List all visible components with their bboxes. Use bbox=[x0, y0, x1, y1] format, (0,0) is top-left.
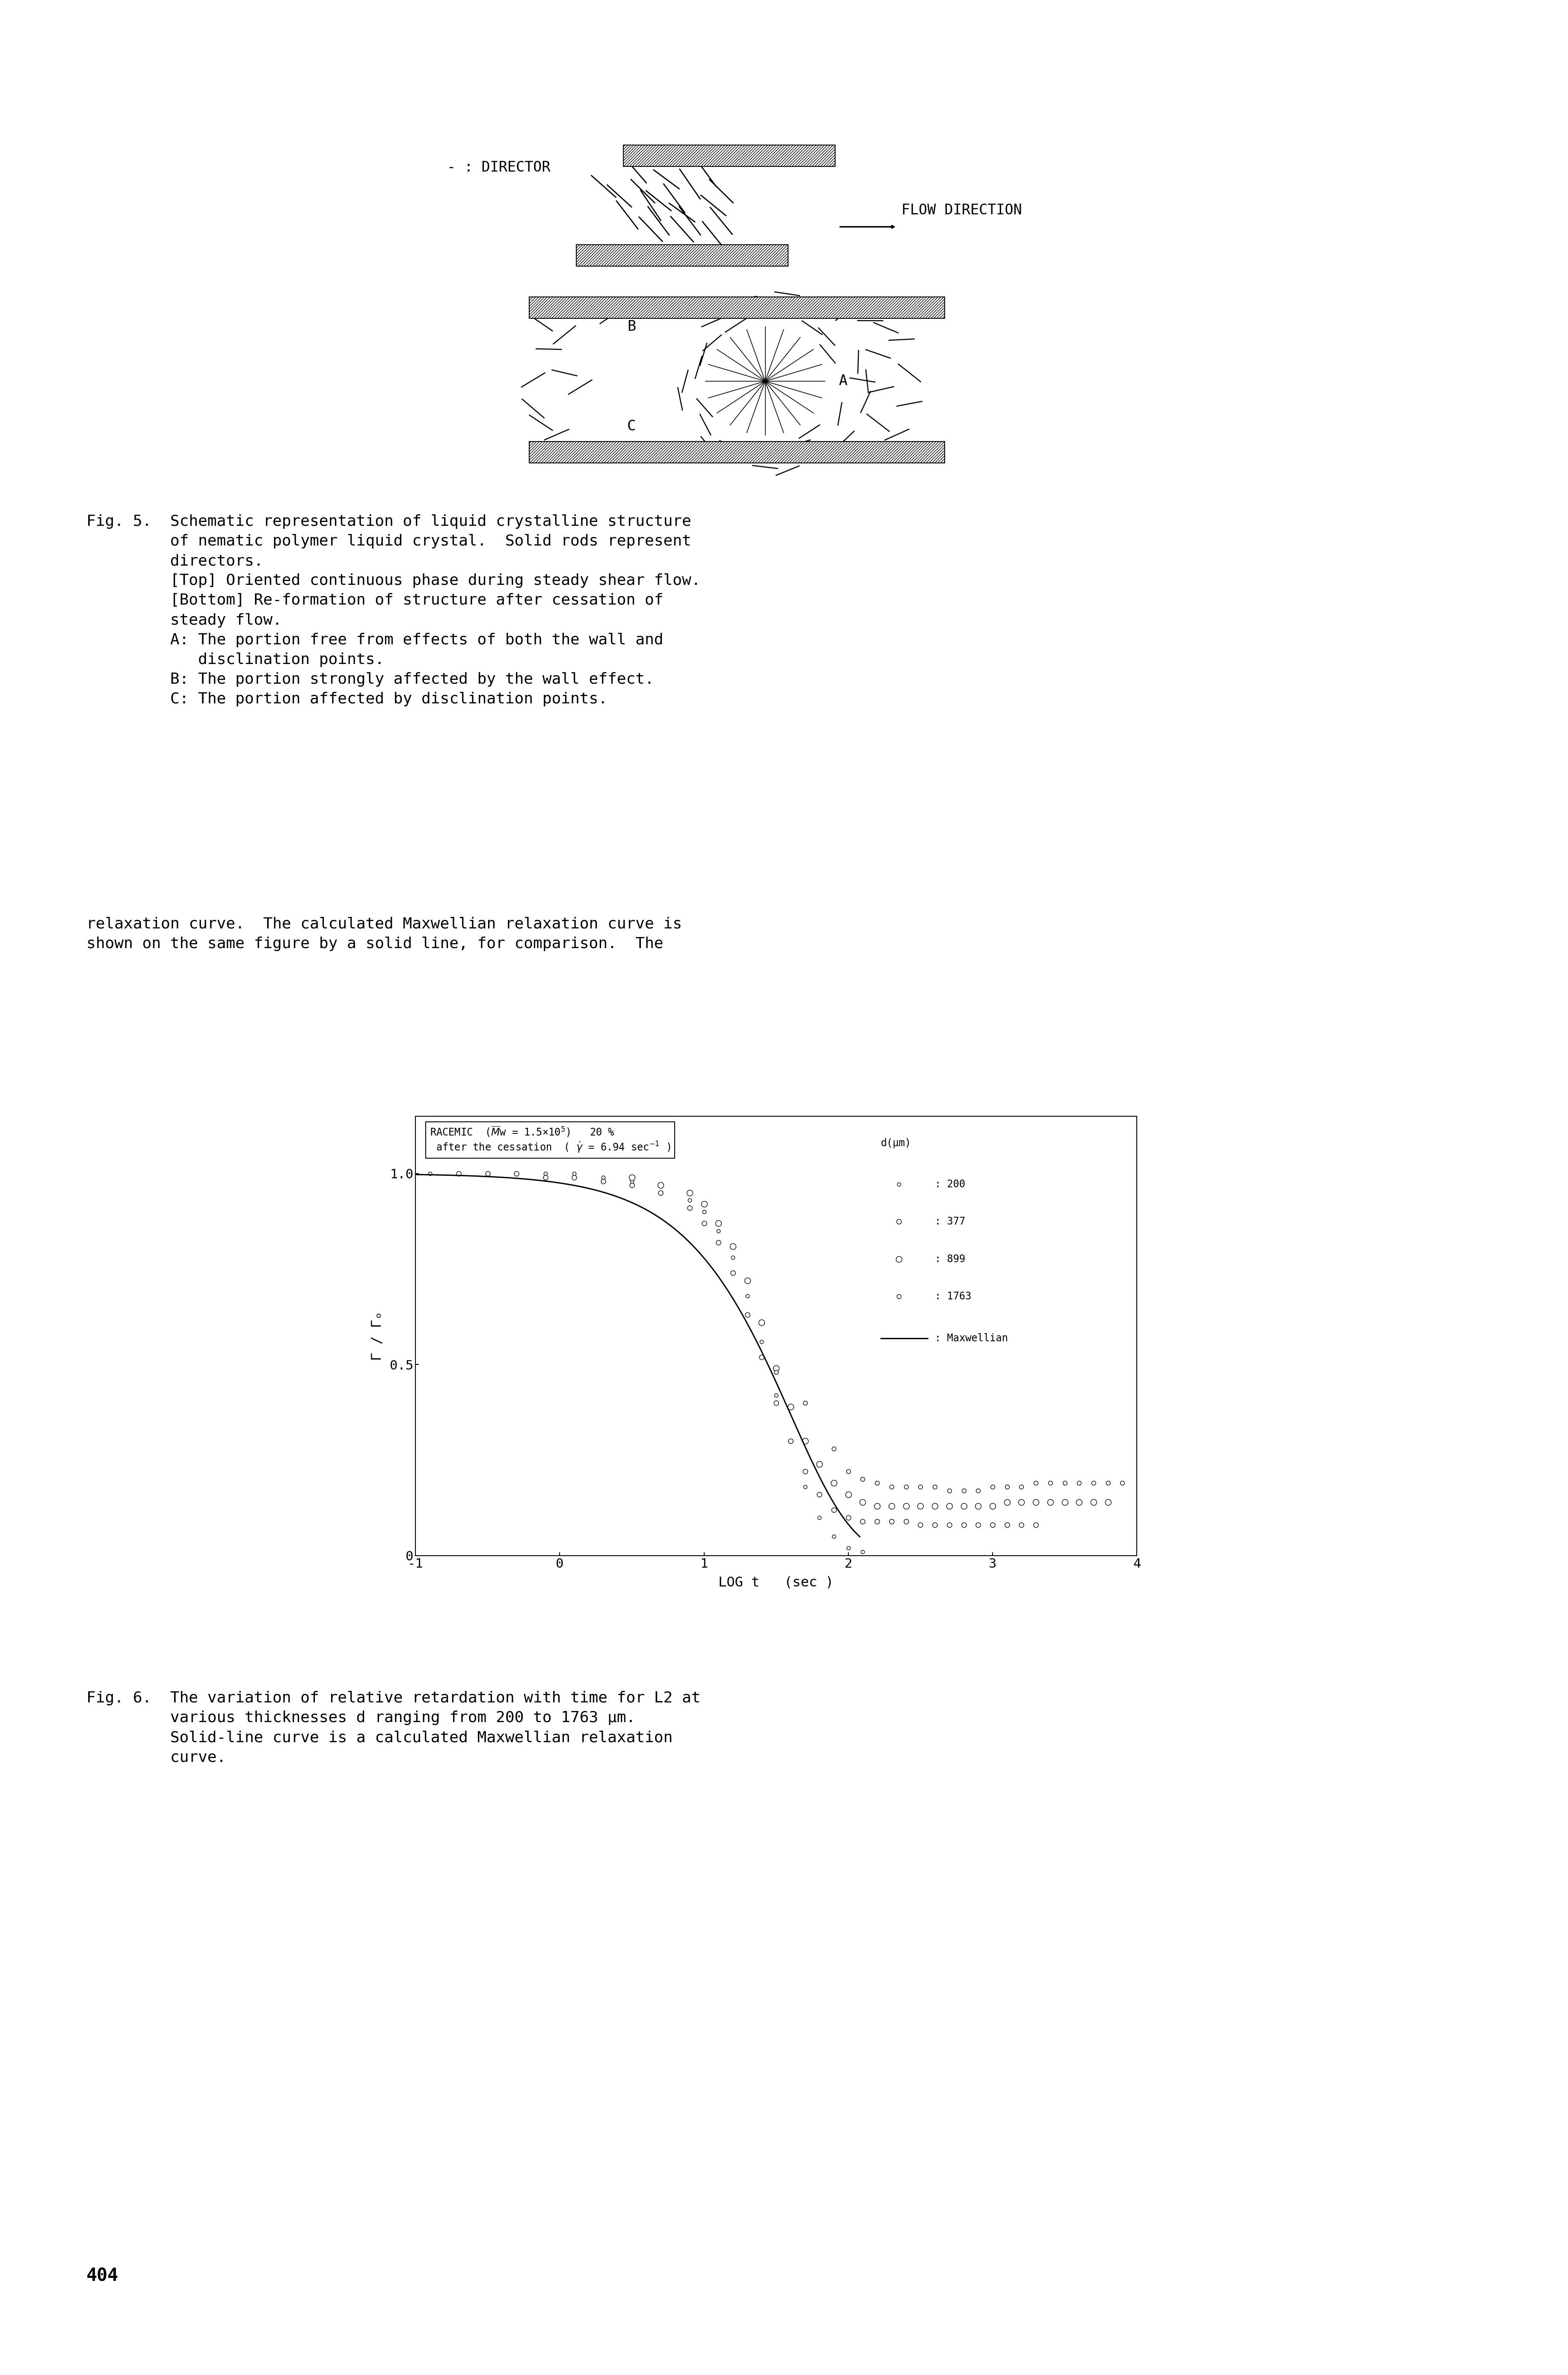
Text: A: A bbox=[839, 375, 847, 387]
Text: : 1763: : 1763 bbox=[935, 1292, 972, 1302]
Text: - : DIRECTOR: - : DIRECTOR bbox=[447, 162, 550, 173]
Text: B: B bbox=[627, 321, 635, 332]
Text: Fig. 6.  The variation of relative retardation with time for L2 at
         vari: Fig. 6. The variation of relative retard… bbox=[86, 1691, 701, 1765]
Bar bbox=[577, 245, 789, 266]
Text: 404: 404 bbox=[86, 2266, 118, 2285]
Text: : Maxwellian: : Maxwellian bbox=[935, 1332, 1008, 1344]
X-axis label: LOG t   (sec ): LOG t (sec ) bbox=[718, 1577, 834, 1589]
Bar bbox=[528, 297, 944, 318]
Text: : 899: : 899 bbox=[935, 1254, 966, 1264]
Text: RACEMIC  ($\overline{M}$w = 1.5×10$^5$)   20 %
 after the cessation  ( $\dot{\ga: RACEMIC ($\overline{M}$w = 1.5×10$^5$) 2… bbox=[430, 1126, 671, 1154]
Text: Fig. 5.  Schematic representation of liquid crystalline structure
         of ne: Fig. 5. Schematic representation of liqu… bbox=[86, 515, 701, 705]
Bar bbox=[528, 442, 944, 463]
Text: : 200: : 200 bbox=[935, 1180, 966, 1190]
Text: C: C bbox=[627, 420, 635, 432]
Bar bbox=[624, 145, 836, 166]
Y-axis label: Γ / Γₒ: Γ / Γₒ bbox=[370, 1311, 384, 1361]
Text: FLOW DIRECTION: FLOW DIRECTION bbox=[902, 204, 1022, 216]
Text: d(μm): d(μm) bbox=[881, 1138, 911, 1150]
Text: relaxation curve.  The calculated Maxwellian relaxation curve is
shown on the sa: relaxation curve. The calculated Maxwell… bbox=[86, 917, 682, 950]
Text: : 377: : 377 bbox=[935, 1216, 966, 1228]
